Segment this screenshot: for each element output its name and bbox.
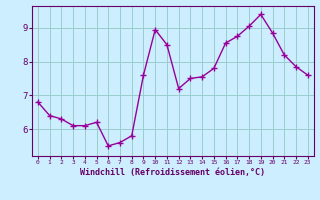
X-axis label: Windchill (Refroidissement éolien,°C): Windchill (Refroidissement éolien,°C): [80, 168, 265, 177]
